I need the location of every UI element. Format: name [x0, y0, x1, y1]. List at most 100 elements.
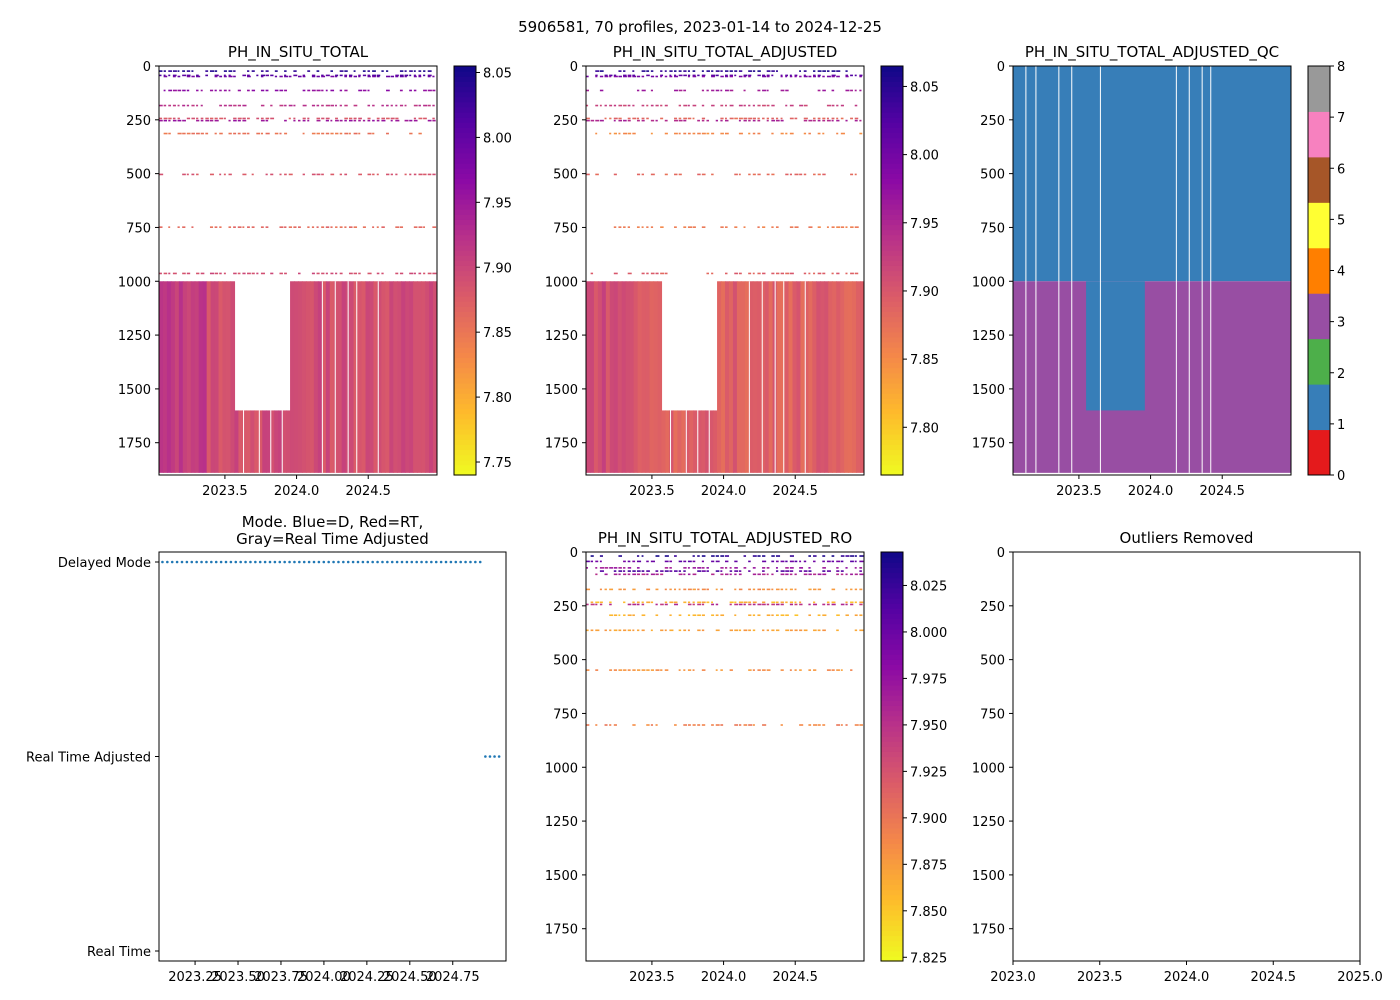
data-cell: [376, 272, 380, 275]
axes-frame: [585, 65, 865, 476]
data-cell: [752, 614, 756, 617]
data-cell: [381, 104, 384, 107]
data-cell: [307, 70, 311, 72]
data-cell: [748, 119, 751, 122]
colorbar-gradient-step: [881, 756, 903, 763]
colorbar-gradient-step: [454, 290, 476, 297]
data-cell: [748, 70, 752, 72]
deep-layer-cell: [425, 281, 430, 473]
data-cell: [701, 119, 705, 122]
colorbar-gradient-step: [881, 797, 903, 804]
data-cell: [641, 603, 645, 606]
data-cell: [339, 89, 343, 92]
y-tick-label: 1250: [545, 329, 578, 344]
deep-layer-cell: [170, 281, 176, 473]
data-cell: [404, 75, 407, 78]
data-cell: [669, 560, 673, 563]
mode-point-delayed-mode: [293, 560, 296, 564]
data-cell: [734, 629, 739, 632]
data-cell: [687, 573, 691, 576]
mode-point-delayed-mode: [263, 560, 267, 564]
mode-point-delayed-mode: [454, 560, 458, 564]
data-cell: [321, 104, 324, 107]
data-cell: [687, 104, 690, 107]
data-cell: [609, 567, 614, 569]
data-cell: [854, 74, 857, 77]
deep-layer-cell: [752, 281, 758, 473]
data-cell: [353, 132, 358, 135]
colorbar-gradient-step: [881, 807, 903, 814]
data-cell: [743, 74, 748, 77]
data-cell: [172, 272, 177, 275]
colorbar-gradient-step: [454, 342, 476, 348]
deep-layer-cell: [728, 281, 734, 473]
colorbar-gradient-step: [881, 674, 903, 681]
data-cell: [228, 75, 233, 78]
data-cell: [344, 117, 348, 120]
deep-layer-cell: [222, 281, 228, 473]
data-cell: [780, 724, 783, 726]
data-cell: [674, 226, 677, 228]
x-tick-label: 2024.00: [297, 970, 351, 985]
deep-layer-cell: [305, 281, 311, 473]
data-cell: [586, 119, 590, 122]
data-cell: [623, 70, 626, 72]
data-cell: [775, 601, 779, 604]
colorbar-gradient-step: [454, 393, 476, 399]
colorbar-gradient-step: [454, 326, 476, 333]
colorbar-tick-label: 7.950: [910, 719, 947, 734]
data-cell: [678, 132, 681, 135]
data-cell: [674, 588, 677, 591]
data-cell: [636, 629, 640, 632]
data-cell: [260, 117, 264, 120]
data-cell: [191, 117, 195, 120]
data-cell: [794, 560, 798, 563]
data-cell: [734, 614, 737, 617]
data-cell: [840, 573, 844, 576]
colorbar-frame: [880, 65, 904, 476]
data-cell: [799, 629, 803, 632]
data-cell: [650, 89, 653, 92]
deep-layer-cell: [266, 410, 271, 473]
deep-layer-cell: [230, 281, 236, 473]
data-cell: [260, 75, 264, 78]
data-cell: [706, 601, 710, 604]
deep-layer-cell: [586, 281, 591, 473]
colorbar-gradient-step: [881, 828, 903, 834]
colorbar-gradient-step: [881, 782, 903, 788]
data-cell: [636, 560, 642, 563]
deep-layer-cell: [349, 281, 355, 473]
colorbar-gradient-step: [454, 193, 476, 200]
data-cell: [766, 70, 771, 72]
data-cell: [664, 173, 668, 176]
y-tick-label: Delayed Mode: [58, 556, 151, 571]
deep-layer-cell: [848, 281, 853, 473]
data-cell: [256, 117, 260, 120]
data-cell: [748, 74, 752, 77]
data-cell: [715, 570, 720, 572]
data-cell: [678, 70, 682, 72]
colorbar-gradient-step: [454, 464, 476, 471]
data-cell: [752, 629, 756, 632]
data-cell: [386, 70, 389, 72]
data-cell: [418, 74, 422, 77]
data-cell: [757, 74, 761, 77]
data-cell: [845, 74, 848, 77]
deep-layer-cell: [617, 281, 623, 473]
data-cell: [655, 724, 658, 726]
data-cell: [831, 75, 835, 78]
deep-layer-cell: [274, 410, 279, 473]
data-cell: [845, 70, 848, 72]
colorbar-gradient-step: [881, 812, 903, 819]
data-cell: [168, 117, 172, 120]
data-cell: [311, 74, 316, 77]
data-cell: [808, 724, 812, 726]
colorbar-gradient-step: [881, 137, 903, 144]
data-cell: [586, 669, 590, 671]
data-cell: [725, 567, 728, 569]
data-cell: [831, 601, 836, 604]
data-cell: [752, 272, 755, 275]
data-cell: [720, 75, 724, 78]
mode-point-delayed-mode: [464, 560, 467, 564]
data-cell: [418, 75, 422, 78]
